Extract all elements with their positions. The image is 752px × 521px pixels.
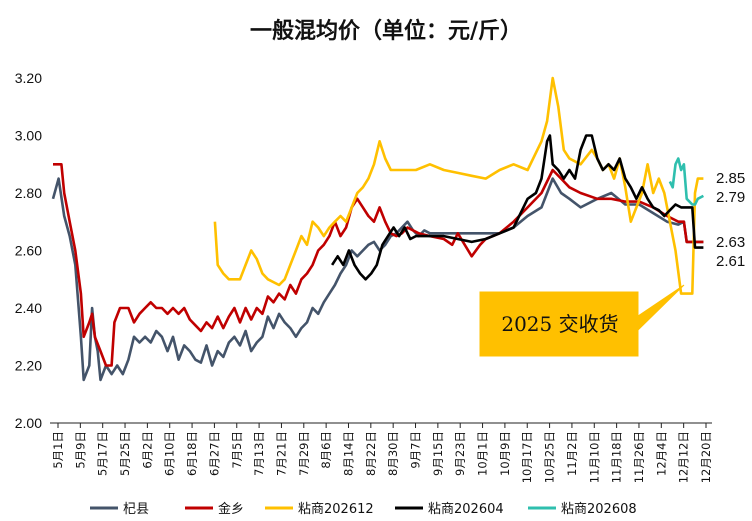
series-line-0	[51, 177, 704, 382]
x-tick-label: 5月17日	[96, 431, 110, 476]
y-axis: 2.00 2.20 2.40 2.60 2.80 3.00 3.20	[15, 70, 42, 431]
x-tick-label: 9月7日	[409, 431, 423, 469]
x-axis: 5月1日 5月9日 5月17日 5月25日 6月2日 6月10日 6月18日 6月27日 7月5…	[50, 422, 713, 483]
x-tick-label: 11月2日	[565, 431, 579, 476]
x-tick-label: 5月1日	[51, 431, 65, 469]
x-tick-label: 12月12日	[677, 431, 691, 483]
x-tick-label: 9月15日	[431, 431, 445, 476]
x-tick-label: 6月10日	[163, 431, 177, 476]
legend-label-1: 金乡	[218, 501, 244, 517]
x-tick-label: 8月22日	[364, 431, 378, 476]
x-tick-label: 7月21日	[274, 431, 288, 476]
x-tick-label: 10月17日	[520, 431, 534, 483]
x-tick-label: 7月29日	[297, 431, 311, 476]
end-label-jinxiang: 2.63	[716, 234, 745, 251]
end-label-202604: 2.61	[716, 253, 745, 270]
y-tick-label: 2.40	[15, 300, 42, 316]
x-tick-label: 12月4日	[654, 431, 668, 476]
x-tick-label: 6月27日	[207, 431, 221, 476]
x-tick-label: 10月9日	[498, 431, 512, 476]
x-tick-label: 8月30日	[386, 431, 400, 476]
y-tick-label: 2.00	[15, 415, 42, 431]
x-tick-label: 5月9日	[73, 431, 87, 469]
x-tick-label: 11月18日	[610, 431, 624, 483]
legend: 杞县 金乡 粘商202612 粘商202604 粘商202608	[90, 501, 637, 517]
x-tick-label: 7月13日	[252, 431, 266, 476]
series-line-4	[668, 157, 704, 206]
series-line-3	[331, 134, 704, 281]
y-tick-label: 2.60	[15, 243, 42, 259]
end-label-202608: 2.79	[716, 189, 745, 206]
x-tick-label: 6月18日	[185, 431, 199, 476]
x-tick-label: 10月1日	[476, 431, 490, 476]
legend-label-4: 粘商202608	[561, 502, 637, 517]
x-tick-label: 11月10日	[587, 431, 601, 483]
series-group	[51, 76, 704, 382]
annotation-callout: 2025 交收货	[479, 284, 685, 357]
callout-text: 2025 交收货	[501, 312, 618, 336]
x-tick-label: 8月14日	[341, 431, 355, 476]
x-tick-label: 10月25日	[543, 431, 557, 483]
x-tick-label: 12月20日	[699, 431, 713, 483]
callout-shape	[479, 284, 685, 357]
x-tick-label: 5月25日	[118, 431, 132, 476]
x-tick-label: 7月5日	[230, 431, 244, 469]
legend-label-3: 粘商202604	[428, 502, 504, 517]
x-tick-label: 11月26日	[632, 431, 646, 483]
end-labels: 2.85 2.79 2.63 2.61	[716, 170, 745, 270]
end-label-202612: 2.85	[716, 170, 745, 187]
y-tick-label: 2.20	[15, 358, 42, 374]
series-line-2	[213, 76, 704, 295]
series-line-1	[53, 163, 704, 367]
y-tick-label: 2.80	[15, 185, 42, 201]
x-tick-label: 8月6日	[319, 431, 333, 469]
legend-label-2: 粘商202612	[298, 502, 374, 517]
y-tick-label: 3.00	[15, 128, 42, 144]
legend-label-0: 杞县	[123, 502, 149, 517]
x-tick-label: 6月2日	[140, 431, 154, 469]
chart-title: 一般混均价（单位：元/斤）	[250, 18, 522, 44]
x-tick-label: 9月23日	[453, 431, 467, 476]
y-tick-label: 3.20	[15, 70, 42, 86]
